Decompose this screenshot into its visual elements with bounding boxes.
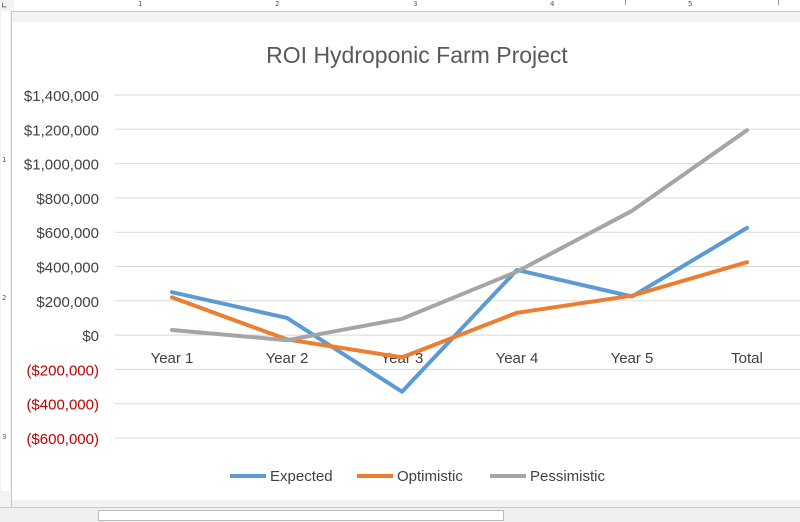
ruler-number: 3 xyxy=(413,0,418,8)
horizontal-ruler: 1 2 3 4 5 xyxy=(0,0,800,12)
gridlines xyxy=(115,94,800,439)
y-tick-label: $800,000 xyxy=(36,191,99,208)
y-tick-label: $400,000 xyxy=(36,260,99,277)
line-chart: ROI Hydroponic Farm Project $1,400,000$1… xyxy=(24,42,800,485)
ruler-number: 2 xyxy=(275,0,280,8)
ruler-number: 2 xyxy=(2,294,7,302)
data-point xyxy=(401,318,403,320)
y-axis-labels: $1,400,000 $1,200,000 $1,000,000 $800,000 $6… xyxy=(24,88,99,448)
y-tick-label: $0 xyxy=(82,328,99,345)
ruler-number: 4 xyxy=(550,0,555,8)
y-tick-label: ($200,000) xyxy=(26,362,99,379)
ruler-tick xyxy=(625,0,626,5)
ruler-track xyxy=(14,0,800,11)
ruler-number: 1 xyxy=(138,0,143,8)
x-tick-label: Year 4 xyxy=(496,350,539,367)
y-tick-label: $1,200,000 xyxy=(24,122,99,139)
data-point xyxy=(286,339,288,341)
legend-label: Pessimistic xyxy=(530,468,606,485)
series-line-optimistic xyxy=(170,260,749,360)
legend[interactable]: Expected Optimistic Pessimistic xyxy=(230,468,606,485)
ruler-number: 5 xyxy=(688,0,693,8)
data-point xyxy=(401,356,403,358)
data-point xyxy=(746,227,748,229)
y-tick-label: $1,000,000 xyxy=(24,157,99,174)
y-tick-label: ($600,000) xyxy=(26,431,99,448)
legend-label: Optimistic xyxy=(397,468,463,485)
x-tick-label: Total xyxy=(731,350,763,367)
data-point xyxy=(171,291,173,293)
data-point xyxy=(631,210,633,212)
data-point xyxy=(746,129,748,131)
scroll-thumb[interactable] xyxy=(98,510,504,521)
y-tick-label: $200,000 xyxy=(36,294,99,311)
series-line-pessimistic xyxy=(170,128,749,343)
ruler-number: 3 xyxy=(2,433,7,441)
data-point xyxy=(171,296,173,298)
vertical-ruler: 1 2 3 xyxy=(0,11,12,507)
data-point xyxy=(631,295,633,297)
ruler-track xyxy=(1,11,10,491)
ruler-tick xyxy=(778,0,779,5)
y-tick-label: ($400,000) xyxy=(26,397,99,414)
series-line-expected xyxy=(170,225,749,394)
y-tick-label: $600,000 xyxy=(36,225,99,242)
data-point xyxy=(401,391,403,393)
y-tick-label: $1,400,000 xyxy=(24,88,99,105)
data-point xyxy=(746,261,748,263)
series-lines xyxy=(170,128,749,394)
x-axis-labels: Year 1 Year 2 Year 3 Year 4 Year 5 Total xyxy=(151,350,763,367)
legend-label: Expected xyxy=(270,468,333,485)
ruler-number: 1 xyxy=(2,156,7,164)
chart-title: ROI Hydroponic Farm Project xyxy=(266,42,568,68)
x-tick-label: Year 5 xyxy=(611,350,654,367)
data-point xyxy=(516,271,518,273)
data-point xyxy=(516,312,518,314)
x-tick-label: Year 2 xyxy=(266,350,309,367)
chart-area[interactable]: ROI Hydroponic Farm Project $1,400,000 $1… xyxy=(12,22,800,500)
data-point xyxy=(286,317,288,319)
x-tick-label: Year 1 xyxy=(151,350,194,367)
tab-stop-icon[interactable]: ∟ xyxy=(1,1,8,10)
data-point xyxy=(171,329,173,331)
